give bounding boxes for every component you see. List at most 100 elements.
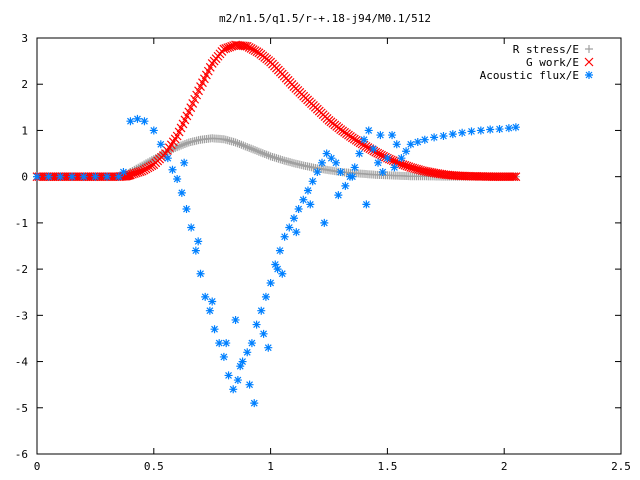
data-point xyxy=(251,146,260,155)
data-point xyxy=(383,154,392,163)
data-point xyxy=(182,139,191,148)
data-point xyxy=(254,147,263,156)
data-point xyxy=(241,142,250,151)
data-point xyxy=(114,172,123,181)
data-point xyxy=(299,195,308,204)
data-point xyxy=(229,385,238,394)
data-point xyxy=(275,246,284,255)
data-point xyxy=(322,149,331,158)
data-point xyxy=(245,380,254,389)
data-point xyxy=(362,200,371,209)
data-point xyxy=(133,114,142,123)
data-point xyxy=(261,292,270,301)
data-point xyxy=(235,140,244,149)
data-point xyxy=(507,172,517,182)
data-point xyxy=(188,99,198,108)
x-tick-label: 2.5 xyxy=(611,460,631,473)
data-point xyxy=(91,172,100,181)
data-point xyxy=(177,141,186,150)
data-point xyxy=(233,139,242,148)
data-point xyxy=(327,154,336,163)
data-point xyxy=(56,172,65,181)
data-point xyxy=(187,223,196,232)
legend-label: R stress/E xyxy=(513,43,579,56)
data-point xyxy=(402,147,411,156)
data-point xyxy=(439,131,448,140)
data-point xyxy=(294,205,303,214)
series-acoustic-flux-e xyxy=(33,114,520,408)
data-point xyxy=(364,126,373,135)
data-point xyxy=(448,130,457,139)
data-point xyxy=(266,278,275,287)
data-point xyxy=(369,144,378,153)
data-point xyxy=(285,223,294,232)
data-point xyxy=(495,125,504,134)
data-point xyxy=(413,138,422,146)
data-point xyxy=(119,168,128,177)
data-point xyxy=(509,172,519,182)
data-point xyxy=(177,188,186,197)
data-point xyxy=(194,86,203,96)
data-point xyxy=(208,297,217,306)
data-point xyxy=(303,186,312,195)
data-point xyxy=(306,200,315,209)
legend-marker xyxy=(584,57,594,67)
data-point xyxy=(332,158,341,167)
data-point xyxy=(252,320,261,329)
plot-area xyxy=(32,40,521,408)
data-point xyxy=(397,154,406,163)
legend-label: G work/E xyxy=(526,56,579,69)
data-point xyxy=(350,163,359,172)
data-point xyxy=(336,168,345,177)
data-point xyxy=(274,154,283,163)
data-point xyxy=(33,172,41,181)
data-point xyxy=(259,329,268,338)
y-tick-label: 1 xyxy=(21,124,28,137)
plot-frame xyxy=(36,37,622,455)
data-point xyxy=(376,131,385,140)
data-point xyxy=(392,140,401,149)
data-point xyxy=(252,146,261,155)
data-point xyxy=(219,352,228,361)
data-point xyxy=(504,124,513,133)
y-tick-label: -2 xyxy=(15,263,28,276)
data-point xyxy=(334,191,343,200)
y-tick-label: 2 xyxy=(21,78,28,91)
legend-marker xyxy=(585,45,593,53)
y-tick-label: -5 xyxy=(15,402,28,415)
data-point xyxy=(276,155,285,164)
data-point xyxy=(270,153,279,162)
data-point xyxy=(175,142,184,151)
data-point xyxy=(320,218,329,227)
data-point xyxy=(222,339,231,348)
data-point xyxy=(390,163,399,172)
data-point xyxy=(233,376,242,385)
data-point xyxy=(271,260,280,269)
data-point xyxy=(180,158,189,167)
data-point xyxy=(292,228,301,237)
data-point xyxy=(126,117,135,126)
data-point xyxy=(511,123,520,132)
data-point xyxy=(313,168,322,177)
data-point xyxy=(249,145,258,154)
data-point xyxy=(149,126,158,135)
y-tick-label: -6 xyxy=(15,448,28,461)
data-point xyxy=(205,306,214,315)
data-point xyxy=(378,168,387,177)
data-point xyxy=(238,357,247,366)
data-point xyxy=(191,246,200,255)
data-point xyxy=(406,140,415,149)
data-point xyxy=(210,325,219,334)
data-point xyxy=(192,90,202,100)
data-point xyxy=(237,140,246,149)
data-point xyxy=(247,339,256,348)
data-point xyxy=(420,135,429,144)
data-point xyxy=(103,172,112,181)
y-tick-label: 0 xyxy=(21,171,28,184)
data-point xyxy=(68,172,77,181)
data-point xyxy=(278,269,287,278)
data-point xyxy=(256,148,265,157)
x-tick-label: 2 xyxy=(501,460,508,473)
data-point xyxy=(272,154,281,163)
